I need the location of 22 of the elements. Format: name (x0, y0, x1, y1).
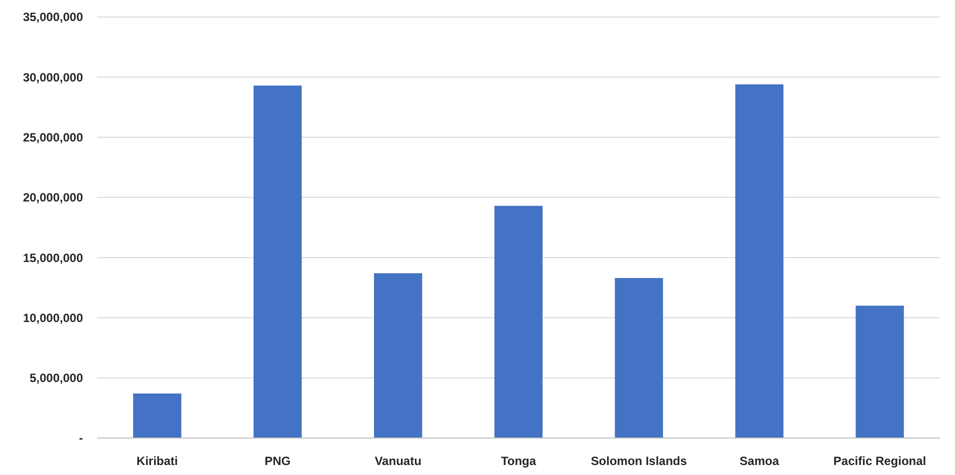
x-tick-label: PNG (264, 454, 291, 468)
bar (374, 273, 422, 438)
bar (735, 84, 784, 438)
bar (614, 278, 664, 438)
bar (254, 86, 302, 438)
bar (494, 206, 543, 438)
y-tick-label: 20,000,000 (22, 190, 84, 205)
x-tick-label: Tonga (500, 454, 536, 468)
x-tick-label: Solomon Islands (590, 454, 688, 468)
y-tick-label: 35,000,000 (22, 10, 84, 24)
y-tick-label: 15,000,000 (22, 250, 84, 265)
y-tick-label: - (79, 431, 83, 446)
bar (133, 393, 182, 438)
x-tick-label: Kiribati (136, 454, 178, 468)
x-tick-label: Samoa (740, 454, 780, 468)
y-tick-label: 5,000,000 (30, 371, 84, 386)
x-tick-label: Pacific Regional (833, 454, 926, 468)
y-tick-label: 30,000,000 (22, 70, 84, 84)
bar (856, 306, 904, 438)
x-tick-label: Vanuatu (374, 454, 422, 468)
y-tick-label: 25,000,000 (22, 130, 84, 144)
y-tick-label: 10,000,000 (22, 310, 84, 325)
